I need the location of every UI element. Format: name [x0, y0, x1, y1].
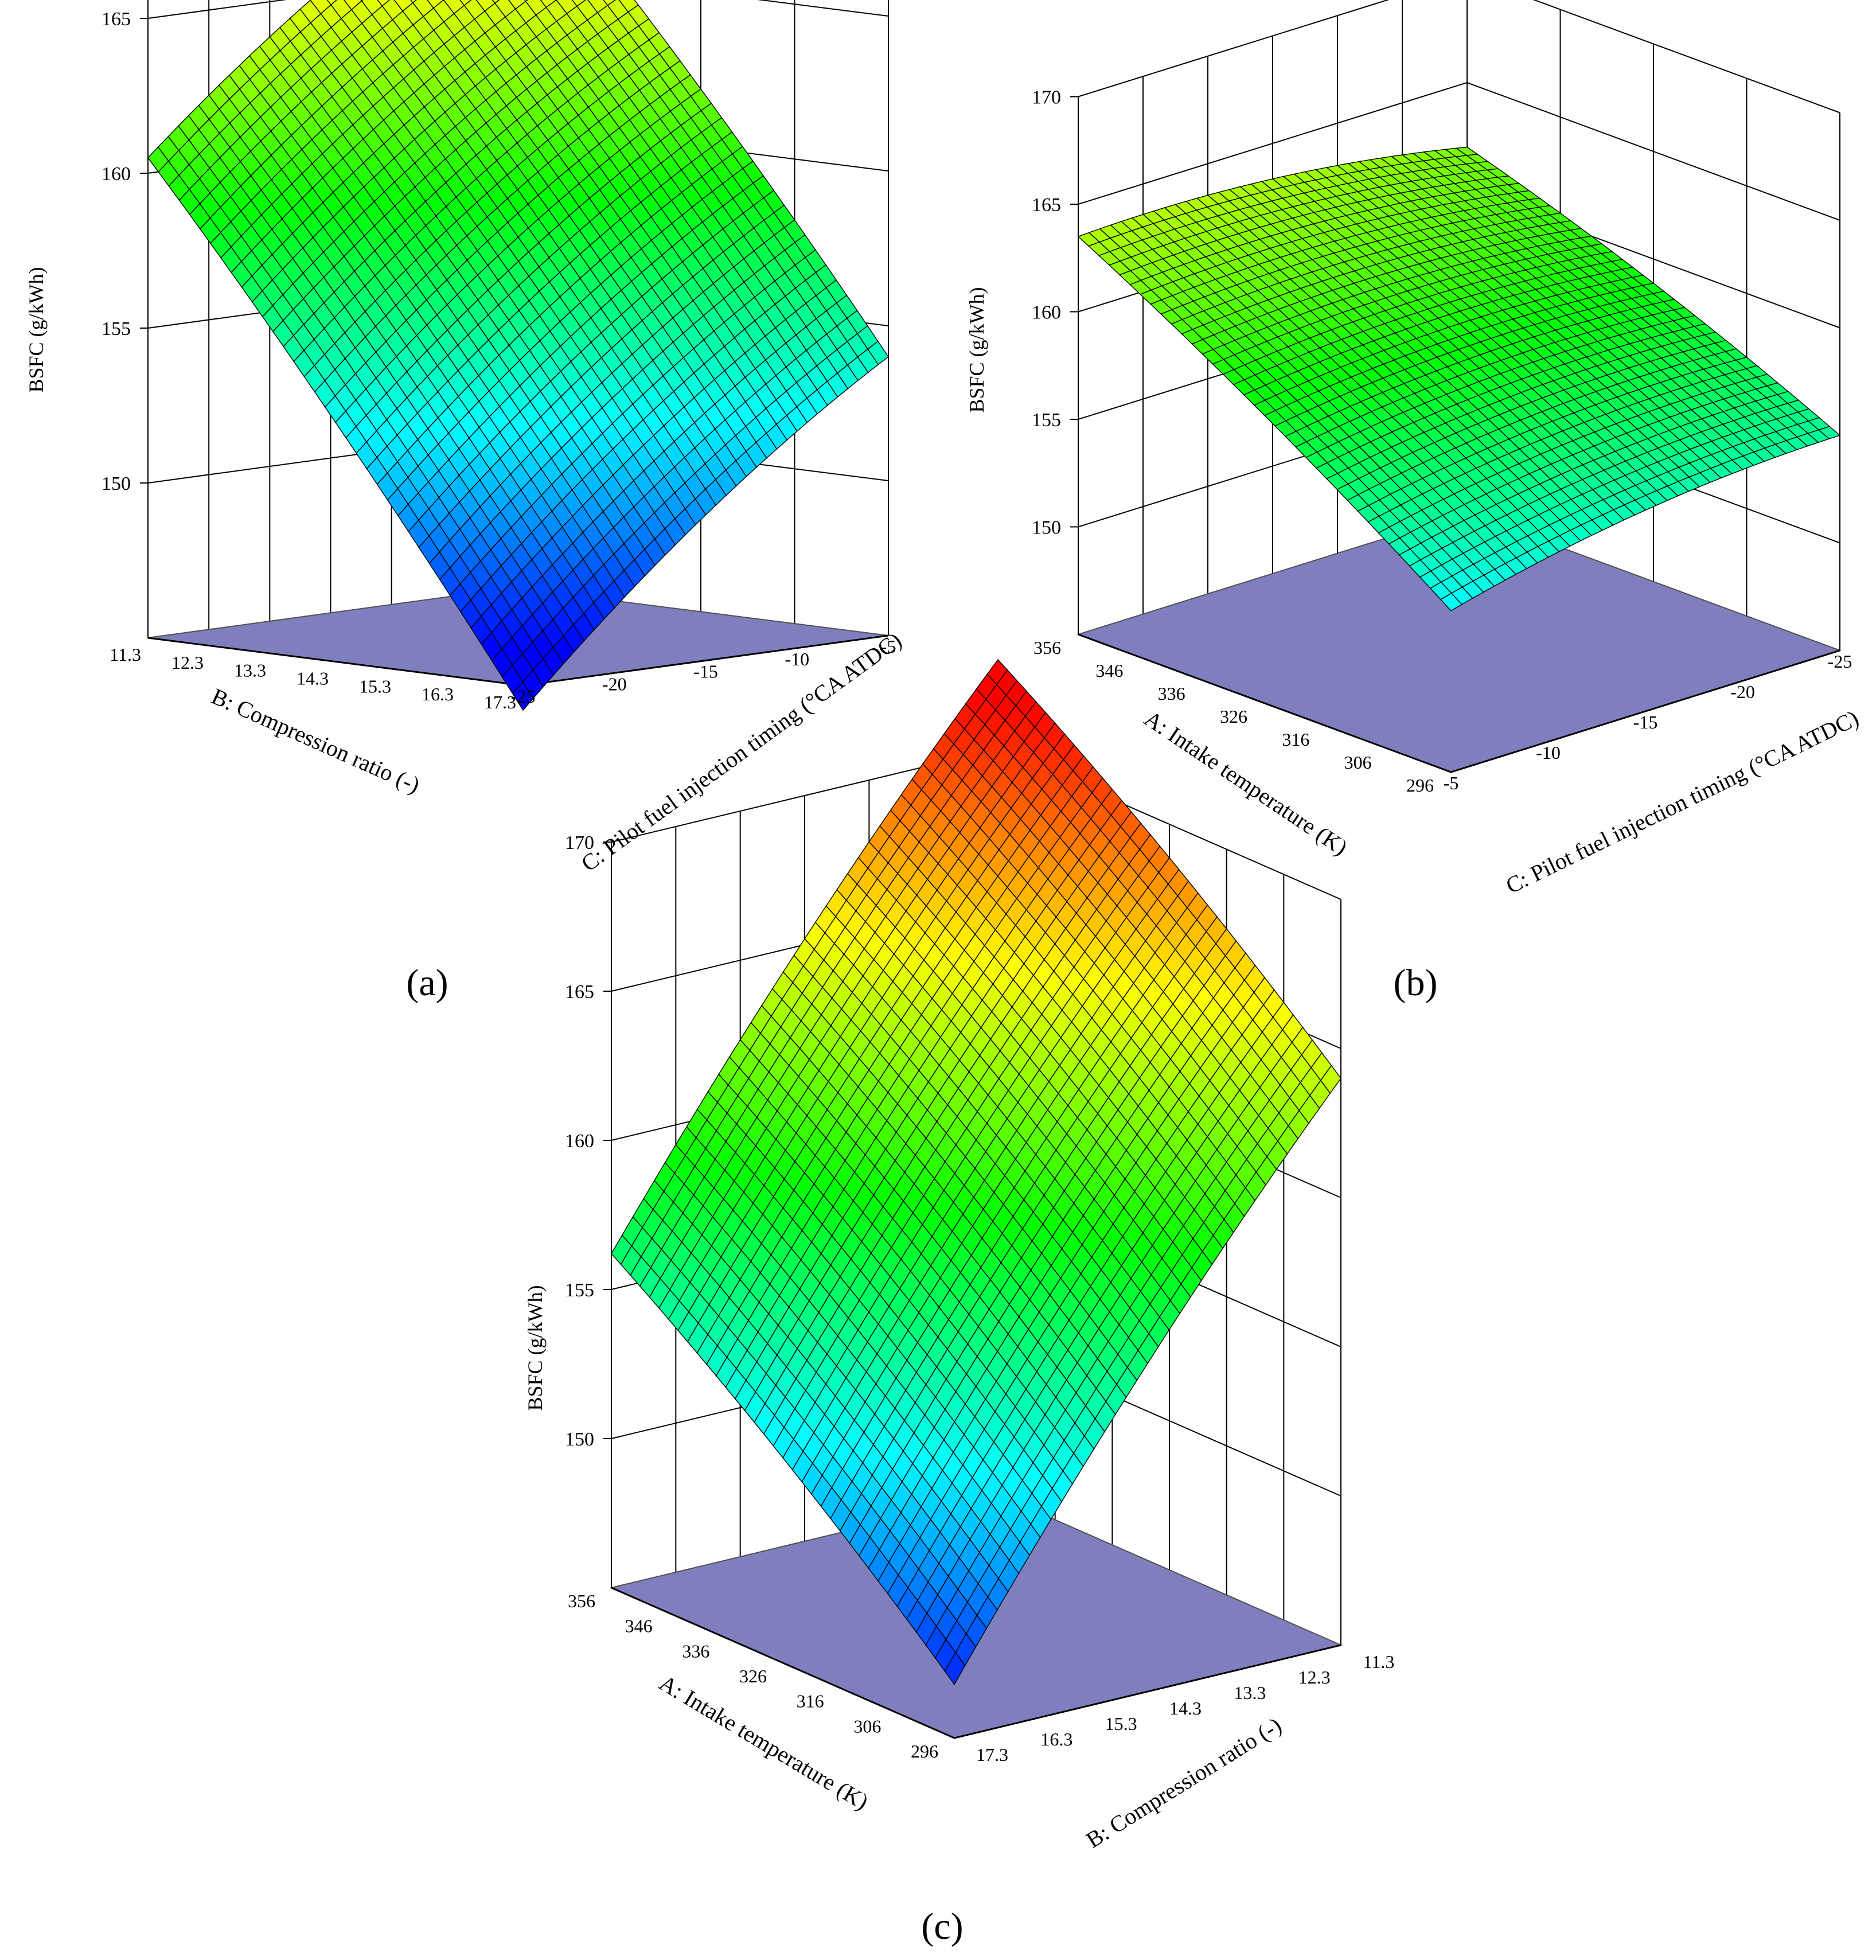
x-tick-label: 12.3	[171, 652, 204, 673]
x-tick-label: 13.3	[234, 660, 266, 681]
surface-a	[147, 0, 889, 711]
x-tick-label: 316	[1282, 729, 1309, 750]
y-tick-label: 13.3	[1234, 1682, 1266, 1703]
chart-a: 150 155 160 165 170 BSFC (g/kWh) 11.3 12.3 13.3 1…	[25, 0, 906, 876]
z-tick-label: 165	[565, 981, 594, 1003]
z-tick-label: 150	[565, 1429, 594, 1450]
z-axis-label: BSFC (g/kWh)	[965, 287, 988, 412]
x-tick-label: 356	[568, 1591, 595, 1611]
z-tick-label: 160	[102, 163, 131, 185]
x-tick-label: 326	[739, 1666, 767, 1686]
z-tick-label: 165	[102, 9, 131, 30]
x-tick-label: 17.3	[484, 692, 516, 712]
y-tick-label: -10	[1536, 742, 1561, 763]
y-tick-label: 16.3	[1040, 1729, 1072, 1749]
z-tick-label: 165	[1032, 194, 1061, 216]
z-tick-label: 170	[565, 832, 594, 854]
x-tick-label: 356	[1033, 637, 1061, 658]
x-axis-label: A: Intake temperature (K)	[655, 1670, 873, 1815]
y-tick-label: -5	[1444, 773, 1459, 793]
x-tick-label: 306	[853, 1716, 881, 1736]
y-tick-label: -25	[511, 686, 536, 707]
surface-cell	[1440, 593, 1462, 611]
z-axis-label: BSFC (g/kWh)	[25, 267, 48, 392]
surface-cell	[944, 1651, 966, 1685]
y-tick-label: 17.3	[976, 1744, 1008, 1765]
figure-label-b: (b)	[1394, 962, 1438, 1004]
z-tick-label: 150	[1032, 517, 1061, 539]
x-tick-label: 326	[1220, 706, 1247, 727]
z-tick-label: 170	[1032, 87, 1061, 108]
wall-gridline	[1078, 0, 1840, 114]
y-tick-label: -15	[1633, 712, 1658, 732]
y-tick-label: 12.3	[1298, 1667, 1331, 1688]
x-tick-label: 346	[625, 1616, 653, 1636]
figure-label-a: (a)	[406, 962, 448, 1004]
chart-b: 150 155 160 165 170 BSFC (g/kWh) 356 346 336 326 3…	[965, 0, 1863, 899]
x-tick-label: 16.3	[422, 684, 454, 704]
y-tick-label: -20	[1730, 681, 1755, 702]
y-tick-label: -10	[785, 649, 809, 669]
y-tick-label: 15.3	[1105, 1713, 1137, 1734]
x-tick-label: 306	[1344, 752, 1372, 773]
x-tick-label: 336	[682, 1641, 709, 1661]
x-tick-label: 346	[1095, 660, 1123, 681]
y-tick-label: -5	[881, 636, 896, 657]
z-tick-label: 155	[102, 318, 131, 340]
surface-c	[611, 658, 1341, 1685]
y-tick-label: 14.3	[1169, 1698, 1202, 1719]
floor-edge	[1078, 633, 1840, 773]
x-tick-label: 336	[1158, 683, 1185, 704]
x-tick-label: 14.3	[297, 668, 329, 689]
z-tick-label: 160	[565, 1131, 594, 1152]
figure-label-c: (c)	[921, 1906, 963, 1947]
z-axis-label: BSFC (g/kWh)	[524, 1285, 547, 1410]
z-tick-label: 155	[565, 1280, 594, 1301]
surface-b	[1077, 146, 1841, 611]
y-tick-label: 11.3	[1363, 1651, 1395, 1672]
y-tick-label: -25	[1828, 651, 1852, 672]
z-tick-label: 160	[1032, 302, 1061, 324]
z-tick-label: 150	[102, 473, 131, 494]
x-tick-label: 296	[911, 1741, 938, 1762]
y-tick-label: -20	[602, 673, 627, 694]
x-tick-label: 11.3	[110, 644, 141, 665]
surface-cell	[512, 681, 534, 711]
floor-edge	[611, 1587, 1341, 1739]
y-tick-label: -15	[693, 661, 718, 682]
chart-c: 150 155 160 165 170 BSFC (g/kWh) 356 346 336 326 3…	[524, 658, 1395, 1853]
x-tick-label: 296	[1406, 775, 1434, 796]
x-axis-label: B: Compression ratio (-)	[208, 683, 424, 798]
x-tick-label: 15.3	[359, 676, 391, 696]
x-axis-label: A: Intake temperature (K)	[1140, 706, 1352, 860]
x-tick-label: 316	[797, 1691, 824, 1712]
z-tick-label: 155	[1032, 410, 1061, 431]
